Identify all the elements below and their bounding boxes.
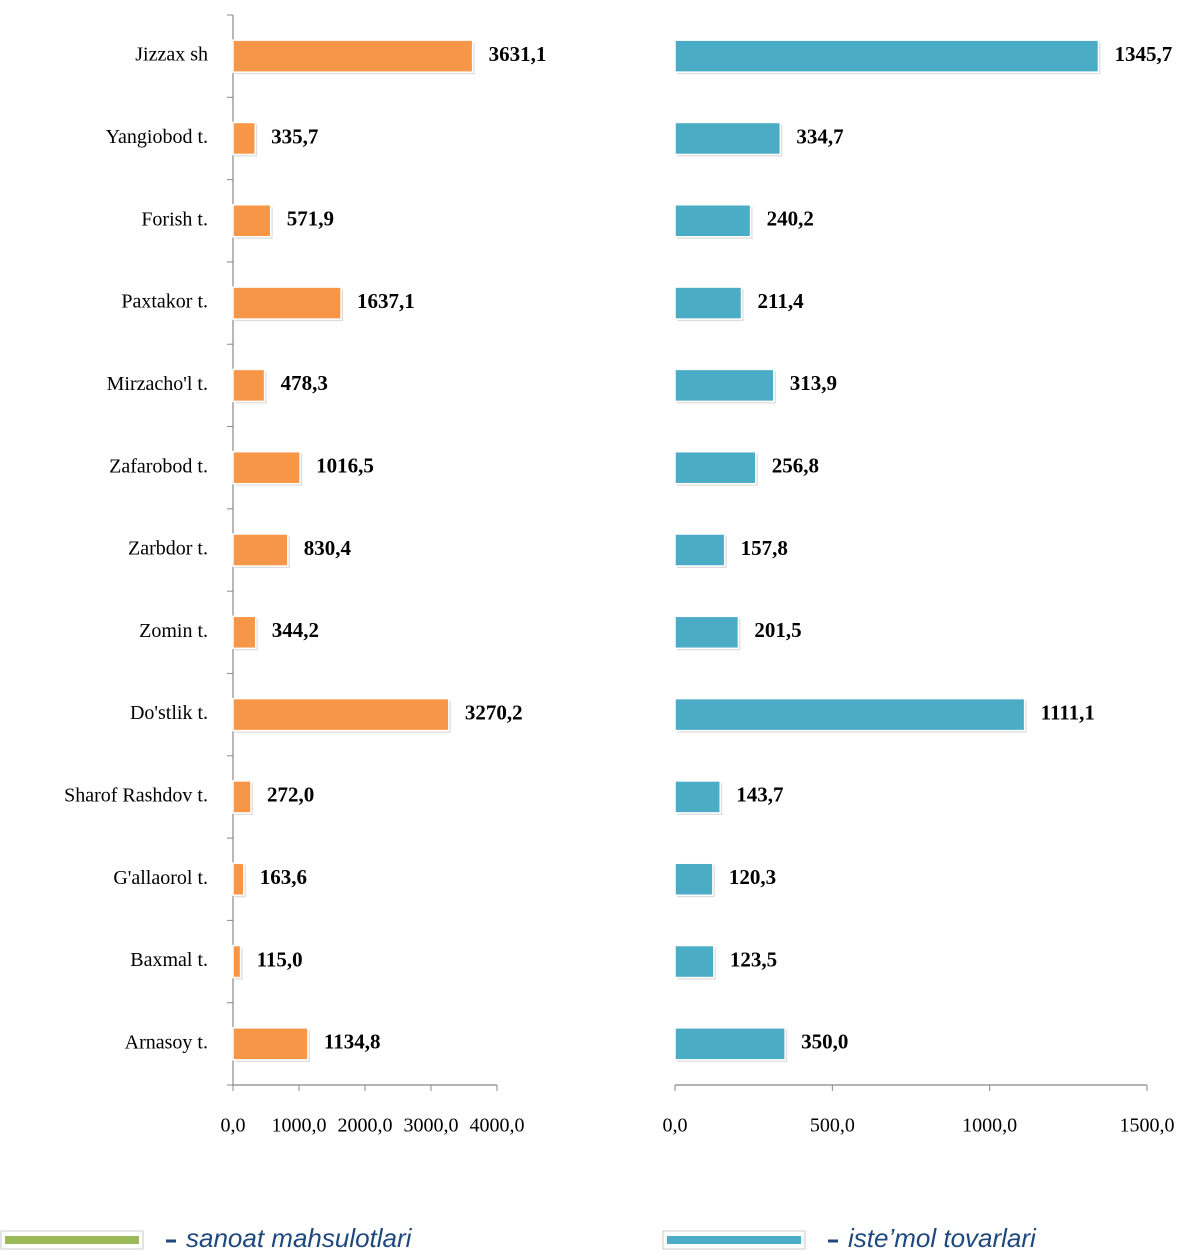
- category-label: Sharof Rashdov t.: [64, 785, 208, 807]
- category-label: G'allaorol t.: [113, 867, 208, 889]
- value-label: 313,9: [790, 371, 837, 395]
- value-label: 478,3: [281, 371, 328, 395]
- value-label: 1345,7: [1114, 42, 1172, 66]
- bar: [674, 862, 714, 896]
- value-label: 1111,1: [1041, 700, 1095, 724]
- value-label: 1134,8: [324, 1030, 381, 1054]
- category-label: Paxtakor t.: [121, 291, 208, 313]
- category-label: Zafarobod t.: [109, 455, 208, 477]
- value-label: 211,4: [758, 289, 805, 313]
- bar: [674, 368, 775, 403]
- bar: [232, 780, 252, 814]
- value-label: 3270,2: [465, 700, 523, 724]
- bar: [232, 39, 474, 73]
- bar: [232, 450, 301, 485]
- value-label: 3631,1: [489, 42, 547, 66]
- category-label: Zarbdor t.: [128, 538, 208, 560]
- bar: [674, 286, 743, 320]
- category-label: Do'stlik t.: [130, 702, 208, 724]
- value-label: 1016,5: [316, 454, 374, 478]
- x-tick-label: 500,0: [810, 1115, 855, 1137]
- value-label: 335,7: [271, 124, 318, 148]
- x-tick-label: 0,0: [663, 1115, 688, 1137]
- bar: [674, 450, 757, 485]
- category-label: Forish t.: [141, 208, 208, 230]
- category-label: Mirzacho'l t.: [107, 373, 208, 395]
- legend-swatch: [5, 1236, 139, 1244]
- value-label: 120,3: [729, 865, 776, 889]
- x-tick-label: 1000,0: [272, 1115, 327, 1137]
- value-label: 1637,1: [357, 289, 415, 313]
- bar: [674, 944, 715, 979]
- bar: [232, 204, 272, 238]
- category-label: Baxmal t.: [130, 949, 208, 971]
- value-label: 157,8: [741, 536, 788, 560]
- x-tick-label: 4000,0: [470, 1115, 525, 1137]
- category-label: Jizzax sh: [135, 44, 208, 66]
- x-tick-label: 3000,0: [404, 1115, 459, 1137]
- bar: [674, 39, 1100, 73]
- value-label: 344,2: [272, 618, 319, 642]
- bar: [674, 615, 740, 650]
- value-label: 240,2: [767, 207, 814, 231]
- category-label: Arnasoy t.: [125, 1031, 208, 1053]
- bar: [232, 533, 289, 567]
- bar: [674, 204, 752, 238]
- bar: [232, 944, 242, 979]
- value-label: 143,7: [736, 783, 783, 807]
- value-label: 256,8: [772, 454, 819, 478]
- bar: [232, 286, 342, 320]
- bar: [674, 121, 782, 156]
- x-tick-label: 1000,0: [962, 1115, 1017, 1137]
- bar: [232, 121, 256, 156]
- legend-label: iste’mol tovarlari: [848, 1223, 1037, 1253]
- legend-swatch: [667, 1236, 801, 1244]
- x-tick-label: 1500,0: [1120, 1115, 1175, 1137]
- value-label: 123,5: [730, 947, 777, 971]
- bar: [674, 1027, 786, 1061]
- category-label: Yangiobod t.: [106, 126, 208, 148]
- value-label: 571,9: [287, 207, 334, 231]
- legend-label: sanoat mahsulotlari: [186, 1223, 413, 1253]
- bar: [674, 533, 726, 567]
- bar: [232, 697, 450, 732]
- value-label: 334,7: [796, 124, 843, 148]
- bar: [232, 368, 266, 403]
- value-label: 115,0: [257, 947, 303, 971]
- bar: [674, 780, 721, 814]
- value-label: 272,0: [267, 783, 314, 807]
- x-tick-label: 0,0: [221, 1115, 246, 1137]
- bar: [232, 1027, 309, 1061]
- bar: [674, 697, 1026, 732]
- x-tick-label: 2000,0: [338, 1115, 393, 1137]
- value-label: 830,4: [304, 536, 352, 560]
- bar: [232, 862, 245, 896]
- bar: [232, 615, 257, 650]
- category-label: Zomin t.: [139, 620, 208, 642]
- value-label: 350,0: [801, 1030, 848, 1054]
- value-label: 201,5: [754, 618, 801, 642]
- value-label: 163,6: [260, 865, 307, 889]
